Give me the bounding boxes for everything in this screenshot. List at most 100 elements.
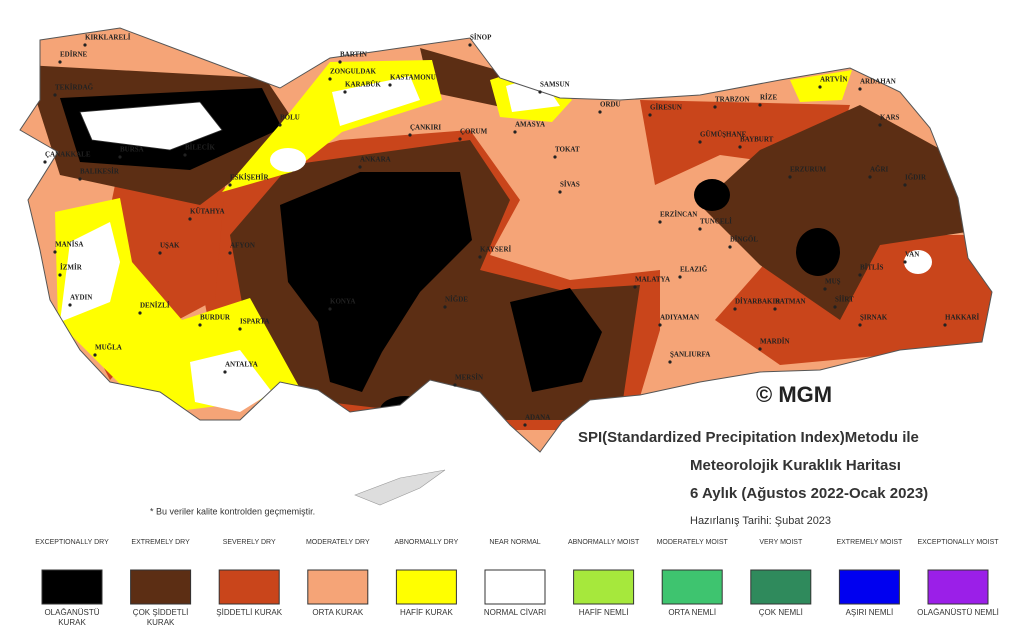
city-label: MARDİN [760,338,790,346]
city-dot [228,251,232,255]
legend-tr-box: ORTA NEMLİ [668,608,716,617]
legend-en-box: VERY MOIST [759,539,803,546]
city-label: ERZURUM [790,166,827,174]
legend-tr-box: OLAĞANÜSTÜ KURAK [44,608,100,627]
city-label: ÇORUM [460,128,488,136]
city-label: TUNCELİ [700,218,732,226]
city-dot [538,90,542,94]
city-label: KASTAMONU [390,74,436,82]
legend-tr: ŞİDDETLİ KURAK [216,608,283,617]
legend-en: VERY MOIST [759,539,803,546]
city-dot [633,285,637,289]
region [270,148,306,172]
city-dot [858,273,862,277]
city-dot [338,60,342,64]
city-dot [658,323,662,327]
city-dot [343,90,347,94]
city-label: KÜTAHYA [190,208,225,216]
city-label: TEKİRDAĞ [55,84,94,92]
city-dot [58,60,62,64]
legend-tr: HAFİF NEMLİ [578,608,629,617]
city-label: MALATYA [635,276,670,284]
city-dot [598,110,602,114]
legend-en: EXCEPTIONALLY MOIST [917,539,999,546]
legend-swatch [130,569,192,605]
city-dot [903,260,907,264]
city-dot [78,177,82,181]
city-label: AĞRI [870,166,889,174]
city-label: ORDU [600,101,621,109]
legend-tr-box: ÇOK ŞİDDETLİ KURAK [133,608,189,627]
city-dot [773,307,777,311]
city-label: DENİZLİ [140,302,170,310]
city-label: BARTIN [340,51,367,59]
city-dot [468,43,472,47]
city-label: ANTALYA [225,361,258,369]
city-dot [58,273,62,277]
legend-tr-box: OLAĞANÜSTÜ NEMLİ [917,608,999,617]
city-label: VAN [905,251,919,259]
city-label: BİNGÖL [730,236,758,244]
legend-tr: OLAĞANÜSTÜ KURAK [44,608,100,627]
legend-en: ABNORMALLY MOIST [567,539,640,546]
city-label: NİĞDE [445,296,468,304]
city-label: SİVAS [560,181,580,189]
prepared-date: Hazırlanış Tarihi: Şubat 2023 [690,515,831,527]
city-label: BİLECİK [185,144,216,152]
city-label: BİTLİS [860,264,883,272]
legend-swatch [41,569,103,605]
city-label: ARDAHAN [860,78,896,86]
city-dot [698,140,702,144]
marmara-sea [79,101,223,151]
city-label: HAKKARİ [945,314,980,322]
city-label: SİNOP [470,34,492,42]
legend-tr: ORTA KURAK [312,608,364,617]
city-label: BALIKESİR [80,168,120,176]
city-dot [713,105,717,109]
legend-en: NEAR NORMAL [489,539,541,546]
city-dot [408,133,412,137]
title-line: SPI(Standardized Precipitation Index)Met… [578,429,919,446]
cyprus [354,469,446,506]
legend-swatch [927,569,989,605]
city-dot [93,353,97,357]
city-dot [678,275,682,279]
city-label: KIRKLARELİ [85,34,131,42]
legend-en-box: NEAR NORMAL [489,539,541,546]
legend-tr-box: ŞİDDETLİ KURAK [216,608,283,617]
city-label: ÇANAKKALE [45,151,91,159]
region [700,105,980,320]
legend-en-box: EXTREMELY MOIST [836,539,903,546]
legend-tr: HAFİF KURAK [399,608,453,617]
city-dot [83,43,87,47]
city-dot [733,307,737,311]
city-dot [758,103,762,107]
legend-tr-box: HAFİF NEMLİ [578,608,629,617]
city-dot [858,323,862,327]
city-dot [278,123,282,127]
city-dot [228,183,232,187]
legend-en: SEVERELY DRY [222,539,276,546]
city-dot [478,255,482,259]
city-layer: KIRKLARELİ EDİRNE TEKİRDAĞ ÇANAKKALE BALIKES… [43,34,980,427]
legend-en: EXTREMELY MOIST [836,539,903,546]
city-label: TRABZON [715,96,750,104]
city-label: MERSİN [455,374,483,382]
region [510,288,602,392]
city-dot [833,305,837,309]
city-label: ESKİŞEHİR [230,174,269,182]
title-line: Meteorolojik Kuraklık Haritası [690,457,901,474]
city-dot [523,423,527,427]
legend-en-box: MODERATELY DRY [306,539,370,546]
city-dot [188,217,192,221]
city-dot [553,155,557,159]
city-dot [758,347,762,351]
city-label: ANKARA [360,156,391,164]
legend-swatch [661,569,723,605]
city-dot [358,165,362,169]
city-label: İZMİR [60,264,83,272]
city-dot [513,130,517,134]
legend-en-box: EXCEPTIONALLY DRY [35,539,109,546]
